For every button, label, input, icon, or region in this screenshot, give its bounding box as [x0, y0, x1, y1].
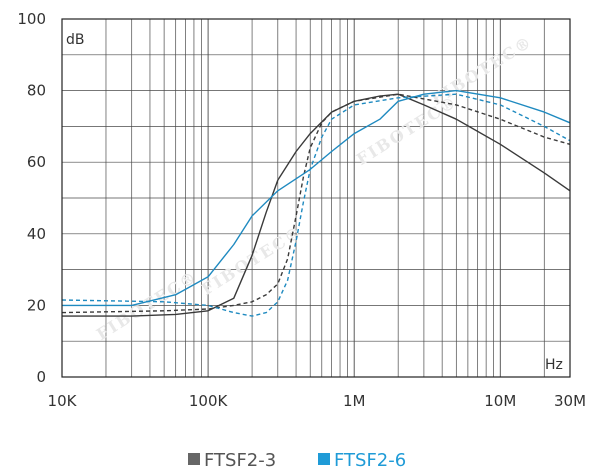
- series-line-ftsf2-3-dashed: [61, 93, 571, 314]
- series-lines: [61, 89, 571, 317]
- x-tick-label: 10M: [484, 392, 516, 410]
- legend-label-ftsf2-6: FTSF2-6: [334, 450, 406, 470]
- x-tick-label: 10K: [48, 392, 78, 410]
- y-tick-label: 100: [17, 10, 46, 28]
- y-tick-label: 60: [27, 153, 46, 171]
- series-line-ftsf2-6-solid: [62, 89, 571, 307]
- y-tick-label: 40: [27, 225, 46, 243]
- legend-swatch-ftsf2-6: [318, 453, 330, 465]
- y-unit-label: dB: [66, 32, 85, 48]
- x-tick-labels: 10K 100K 1M 10M 30M: [48, 392, 586, 410]
- y-tick-label: 0: [36, 368, 46, 386]
- grid: [62, 19, 570, 377]
- x-unit-label: Hz: [545, 357, 563, 373]
- series-line-ftsf2-3-solid: [62, 93, 571, 317]
- plot-frame: [61, 18, 571, 378]
- y-tick-label: 80: [27, 82, 46, 100]
- legend: FTSF2-3 FTSF2-6: [188, 450, 406, 470]
- y-tick-label: 20: [27, 296, 46, 314]
- x-tick-label: 1M: [343, 392, 366, 410]
- x-tick-label: 30M: [554, 392, 586, 410]
- legend-swatch-ftsf2-3: [188, 453, 200, 465]
- x-tick-label: 100K: [189, 392, 229, 410]
- legend-label-ftsf2-3: FTSF2-3: [204, 450, 276, 470]
- y-tick-labels: 0 20 40 60 80 100: [17, 10, 46, 386]
- series-line-ftsf2-6-dashed: [61, 93, 571, 317]
- watermarks: FIBOTEC®FIBOTEC®FIBOTEC®FIBOTEC®: [93, 32, 536, 344]
